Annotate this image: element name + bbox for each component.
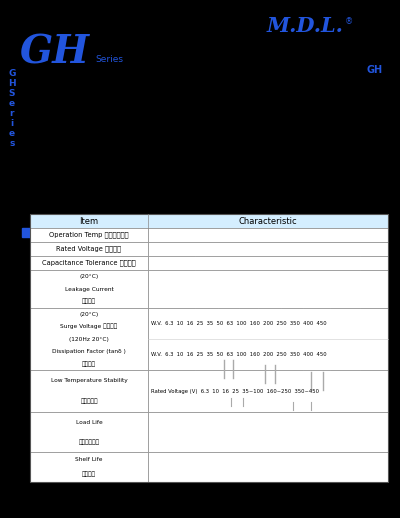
FancyBboxPatch shape xyxy=(30,242,148,256)
Text: Capacitance Tolerance 容量誤差: Capacitance Tolerance 容量誤差 xyxy=(42,260,136,266)
Text: Dissipation Factor (tanδ ): Dissipation Factor (tanδ ) xyxy=(52,349,126,354)
Text: H: H xyxy=(8,79,16,88)
FancyBboxPatch shape xyxy=(148,452,388,482)
Text: ®: ® xyxy=(345,18,353,26)
Text: (20°C): (20°C) xyxy=(79,312,99,316)
FancyBboxPatch shape xyxy=(219,381,256,399)
Text: W.V.  6.3  10  16  25  35  50  63  100  160  200  250  350  400  450: W.V. 6.3 10 16 25 35 50 63 100 160 200 2… xyxy=(151,321,327,326)
FancyBboxPatch shape xyxy=(30,308,148,370)
FancyBboxPatch shape xyxy=(148,270,388,308)
FancyBboxPatch shape xyxy=(220,284,238,291)
Text: Series: Series xyxy=(95,55,123,65)
Text: Low Temperature Stability: Low Temperature Stability xyxy=(51,378,127,383)
Text: 低溫穩定性: 低溫穩定性 xyxy=(80,399,98,404)
Text: Characteristic: Characteristic xyxy=(239,217,297,225)
Text: 負載壽命試驗: 負載壽命試驗 xyxy=(78,439,100,445)
Text: i: i xyxy=(10,119,14,127)
Text: 儲存壽命: 儲存壽命 xyxy=(82,472,96,477)
FancyBboxPatch shape xyxy=(148,242,388,256)
FancyBboxPatch shape xyxy=(306,281,328,287)
FancyBboxPatch shape xyxy=(30,256,148,270)
Text: Item: Item xyxy=(80,217,98,225)
FancyBboxPatch shape xyxy=(148,308,388,370)
FancyBboxPatch shape xyxy=(30,270,148,308)
Text: 動失因數: 動失因數 xyxy=(82,361,96,367)
Text: G: G xyxy=(8,68,16,78)
Text: Leakage Current: Leakage Current xyxy=(65,286,113,292)
FancyBboxPatch shape xyxy=(148,228,388,242)
FancyBboxPatch shape xyxy=(30,214,388,228)
Text: S: S xyxy=(9,89,15,97)
Text: Shelf Life: Shelf Life xyxy=(75,457,103,462)
FancyBboxPatch shape xyxy=(30,412,148,452)
Text: M.D.L.: M.D.L. xyxy=(266,16,344,36)
Text: (120Hz 20°C): (120Hz 20°C) xyxy=(69,337,109,341)
Text: GH: GH xyxy=(367,65,383,75)
FancyBboxPatch shape xyxy=(148,412,388,452)
Text: Load Life: Load Life xyxy=(76,420,102,424)
FancyBboxPatch shape xyxy=(260,282,280,289)
FancyBboxPatch shape xyxy=(30,452,148,482)
FancyBboxPatch shape xyxy=(195,255,360,410)
Text: e: e xyxy=(9,128,15,137)
FancyBboxPatch shape xyxy=(148,370,388,412)
FancyBboxPatch shape xyxy=(258,281,282,367)
FancyBboxPatch shape xyxy=(304,281,330,373)
Text: e: e xyxy=(9,98,15,108)
FancyBboxPatch shape xyxy=(30,228,148,242)
Text: s: s xyxy=(9,138,15,148)
Bar xyxy=(30,214,388,482)
FancyBboxPatch shape xyxy=(218,283,240,362)
Text: 内漏電大: 内漏電大 xyxy=(82,299,96,305)
FancyBboxPatch shape xyxy=(22,228,31,237)
Text: Rated Voltage 額定電壓: Rated Voltage 額定電壓 xyxy=(56,246,122,252)
FancyBboxPatch shape xyxy=(148,256,388,270)
FancyBboxPatch shape xyxy=(30,370,148,412)
Text: Rated Voltage (V)  6.3  10  16  25  35~100  160~250  350~450: Rated Voltage (V) 6.3 10 16 25 35~100 16… xyxy=(151,388,319,394)
Text: GH: GH xyxy=(20,34,90,72)
Text: Surge Voltage 浪滔電壓: Surge Voltage 浪滔電壓 xyxy=(60,324,118,329)
Text: W.V.  6.3  10  16  25  35  50  63  100  160  200  250  350  400  450: W.V. 6.3 10 16 25 35 50 63 100 160 200 2… xyxy=(151,352,327,357)
Text: Operation Temp 使用溫度範圍: Operation Temp 使用溫度範圍 xyxy=(49,232,129,238)
Text: r: r xyxy=(10,108,14,118)
FancyBboxPatch shape xyxy=(274,389,331,403)
Text: (20°C): (20°C) xyxy=(79,274,99,279)
